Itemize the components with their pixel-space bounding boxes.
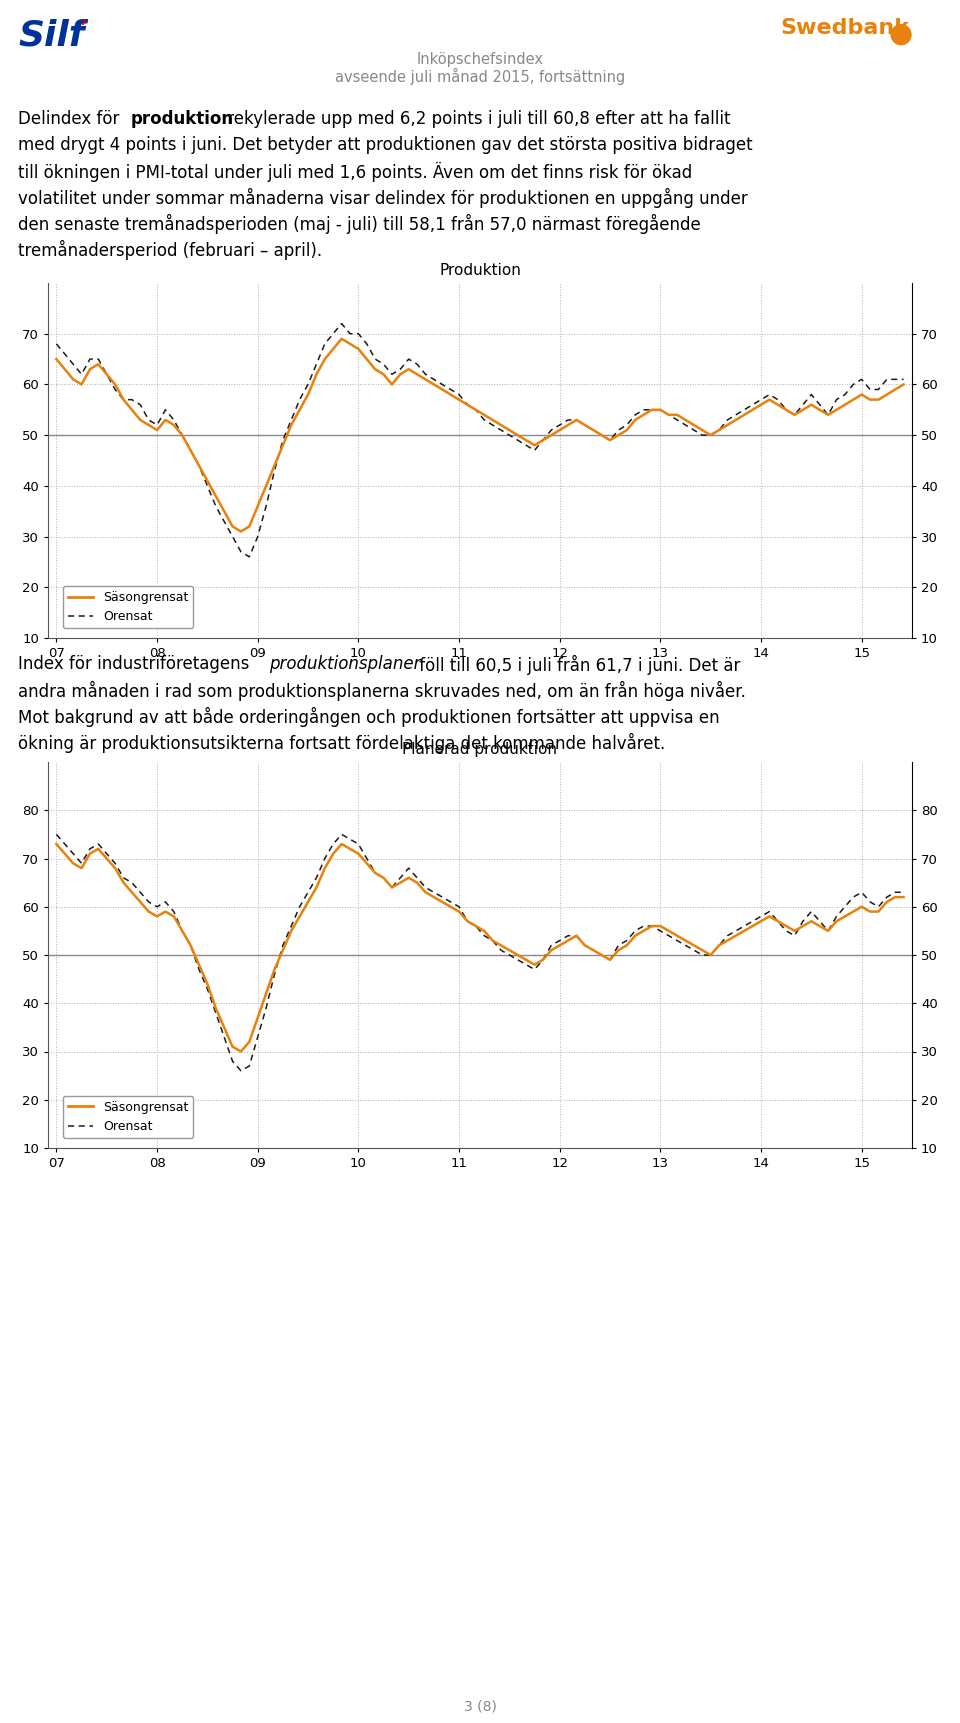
Text: ’: ’ — [80, 17, 88, 41]
Text: Index för industriföretagens: Index för industriföretagens — [18, 655, 254, 674]
Text: volatilitet under sommar månaderna visar delindex för produktionen en uppgång un: volatilitet under sommar månaderna visar… — [18, 188, 748, 208]
Title: Produktion: Produktion — [439, 262, 521, 277]
Legend: Säsongrensat, Orensat: Säsongrensat, Orensat — [63, 1096, 193, 1137]
Text: rekylerade upp med 6,2 points i juli till 60,8 efter att ha fallit: rekylerade upp med 6,2 points i juli til… — [222, 110, 731, 128]
Text: föll till 60,5 i juli från 61,7 i juni. Det är: föll till 60,5 i juli från 61,7 i juni. … — [414, 655, 740, 675]
Text: Inköpschefsindex: Inköpschefsindex — [417, 52, 543, 67]
Text: Mot bakgrund av att både orderingången och produktionen fortsätter att uppvisa e: Mot bakgrund av att både orderingången o… — [18, 706, 720, 727]
Text: med drygt 4 points i juni. Det betyder att produktionen gav det största positiva: med drygt 4 points i juni. Det betyder a… — [18, 136, 753, 153]
Text: Swedbank: Swedbank — [780, 17, 909, 38]
Legend: Säsongrensat, Orensat: Säsongrensat, Orensat — [63, 586, 193, 629]
Text: ökning är produktionsutsikterna fortsatt fördelaktiga det kommande halvåret.: ökning är produktionsutsikterna fortsatt… — [18, 732, 665, 753]
Text: 3 (8): 3 (8) — [464, 1701, 496, 1714]
Text: andra månaden i rad som produktionsplanerna skruvades ned, om än från höga nivåe: andra månaden i rad som produktionsplane… — [18, 681, 746, 701]
Text: avseende juli månad 2015, fortsättning: avseende juli månad 2015, fortsättning — [335, 67, 625, 84]
Text: Silf: Silf — [18, 17, 84, 52]
Title: Planerad produktion: Planerad produktion — [402, 741, 558, 756]
Text: den senaste tremånadsperioden (maj - juli) till 58,1 från 57,0 närmast föregåend: den senaste tremånadsperioden (maj - jul… — [18, 214, 701, 234]
Text: tremånadersperiod (februari – april).: tremånadersperiod (februari – april). — [18, 239, 323, 260]
Text: Delindex för: Delindex för — [18, 110, 125, 128]
Text: produktionsplaner: produktionsplaner — [270, 655, 420, 674]
Text: produktion: produktion — [131, 110, 234, 128]
Text: ●: ● — [888, 21, 912, 48]
Text: till ökningen i PMI-total under juli med 1,6 points. Även om det finns risk för : till ökningen i PMI-total under juli med… — [18, 162, 692, 183]
